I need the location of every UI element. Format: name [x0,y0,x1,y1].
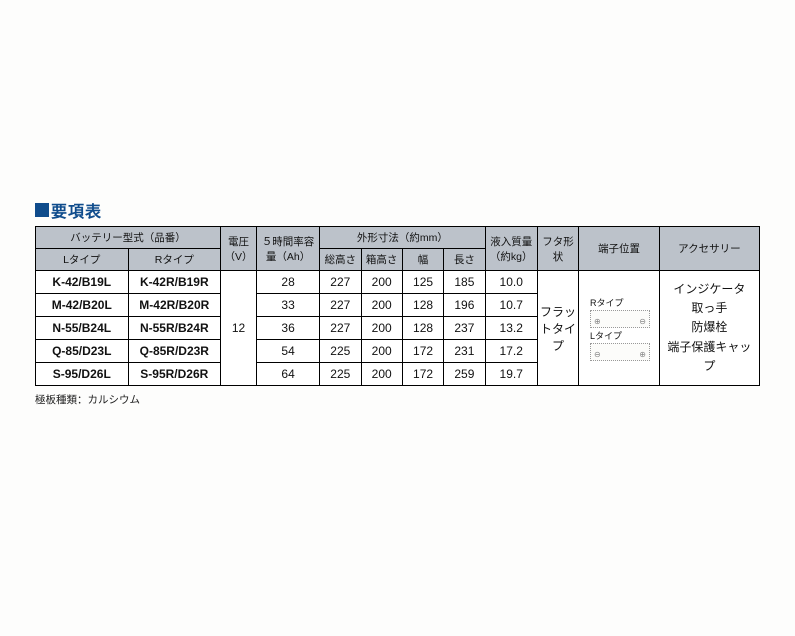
cell-l-model: N-55/B24L [36,317,129,340]
cell-len: 237 [444,317,485,340]
cell-l-model: M-42/B20L [36,294,129,317]
cell-w: 172 [402,363,443,386]
h-accessory: アクセサリー [659,227,759,271]
acc-item: 端子保護キャップ [662,338,757,376]
cell-w: 172 [402,340,443,363]
h-model-group: バッテリー型式（品番） [36,227,221,249]
header-row-1: バッテリー型式（品番） 電圧（V） ５時間率容量（Ah） 外形寸法（約mm） 液… [36,227,760,249]
cell-r-model: N-55R/B24R [128,317,221,340]
cell-r-model: S-95R/D26R [128,363,221,386]
cell-mass: 10.0 [485,271,537,294]
cell-len: 231 [444,340,485,363]
cell-mass: 10.7 [485,294,537,317]
h-total-h: 総高さ [320,249,361,271]
h-lid: フタ形状 [537,227,578,271]
cell-mass: 19.7 [485,363,537,386]
title-marker-icon [35,203,49,217]
cell-terminal: Rタイプ ⊕ ⊖ Lタイプ ⊖ ⊕ [579,271,660,386]
cell-th: 227 [320,317,361,340]
cell-th: 225 [320,363,361,386]
h-terminal: 端子位置 [579,227,660,271]
terminal-r-label: Rタイプ [590,298,624,308]
cell-len: 196 [444,294,485,317]
acc-item: 防爆栓 [662,318,757,337]
acc-item: 取っ手 [662,299,757,318]
cell-bh: 200 [361,363,402,386]
h-capacity: ５時間率容量（Ah） [257,227,320,271]
cell-w: 125 [402,271,443,294]
h-mass: 液入質量（約kg） [485,227,537,271]
cell-th: 227 [320,294,361,317]
cell-cap: 28 [257,271,320,294]
acc-item: インジケータ [662,280,757,299]
h-width: 幅 [402,249,443,271]
cell-accessories: インジケータ 取っ手 防爆栓 端子保護キャップ [659,271,759,386]
terminal-r-box: Rタイプ ⊕ ⊖ [590,299,648,328]
cell-bh: 200 [361,340,402,363]
cell-l-model: S-95/D26L [36,363,129,386]
h-voltage: 電圧（V） [221,227,257,271]
cell-l-model: K-42/B19L [36,271,129,294]
cell-bh: 200 [361,271,402,294]
cell-mass: 17.2 [485,340,537,363]
cell-voltage: 12 [221,271,257,386]
cell-bh: 200 [361,317,402,340]
h-l-type: Lタイプ [36,249,129,271]
footnote: 極板種類：カルシウム [35,392,760,407]
cell-bh: 200 [361,294,402,317]
cell-cap: 33 [257,294,320,317]
cell-cap: 54 [257,340,320,363]
terminal-l-diagram-icon: ⊖ ⊕ [590,343,650,361]
cell-cap: 36 [257,317,320,340]
cell-th: 225 [320,340,361,363]
spec-table: バッテリー型式（品番） 電圧（V） ５時間率容量（Ah） 外形寸法（約mm） 液… [35,226,760,386]
h-box-h: 箱高さ [361,249,402,271]
section-title: 要項表 [35,198,760,222]
terminal-l-label: Lタイプ [590,331,622,341]
cell-lid: フラットタイプ [537,271,578,386]
cell-r-model: K-42R/B19R [128,271,221,294]
cell-r-model: M-42R/B20R [128,294,221,317]
cell-len: 259 [444,363,485,386]
cell-r-model: Q-85R/D23R [128,340,221,363]
terminal-r-diagram-icon: ⊕ ⊖ [590,310,650,328]
cell-l-model: Q-85/D23L [36,340,129,363]
terminal-l-box: Lタイプ ⊖ ⊕ [590,332,648,361]
h-length: 長さ [444,249,485,271]
h-dims-group: 外形寸法（約mm） [320,227,485,249]
cell-w: 128 [402,317,443,340]
table-row: K-42/B19L K-42R/B19R 12 28 227 200 125 1… [36,271,760,294]
title-text: 要項表 [51,198,102,222]
h-r-type: Rタイプ [128,249,221,271]
cell-mass: 13.2 [485,317,537,340]
cell-w: 128 [402,294,443,317]
cell-cap: 64 [257,363,320,386]
cell-th: 227 [320,271,361,294]
cell-len: 185 [444,271,485,294]
